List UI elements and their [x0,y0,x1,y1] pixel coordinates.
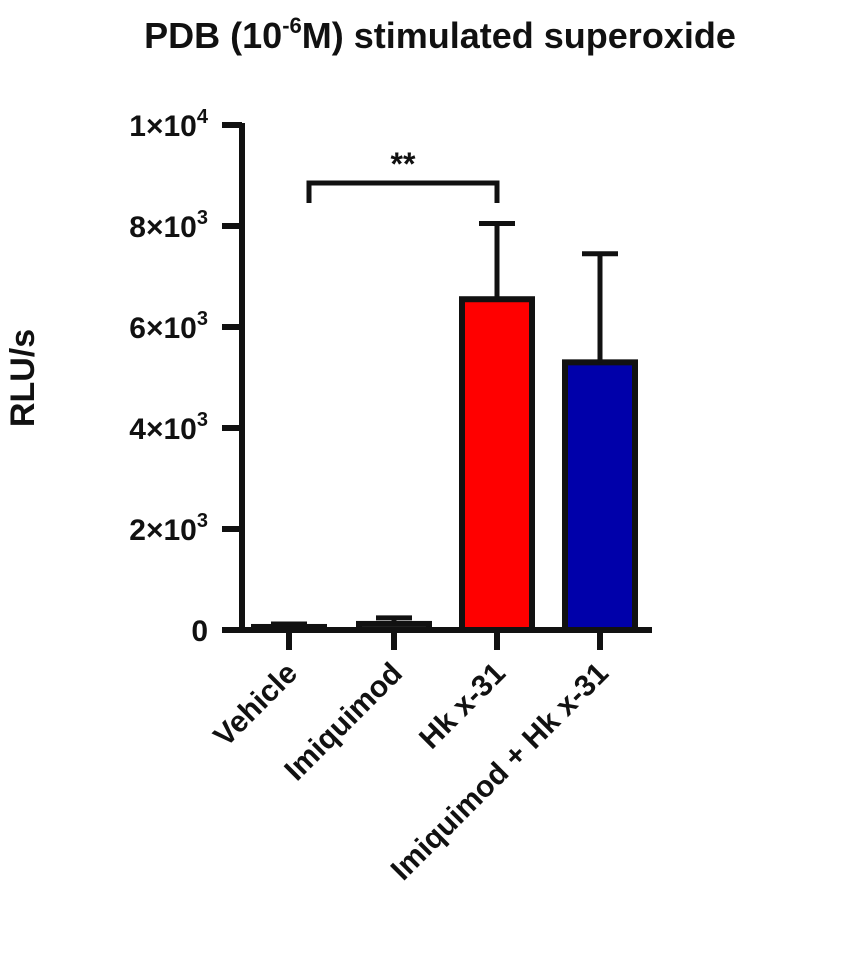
bars [251,220,638,634]
y-tick-mantissa-1: 2×10 [129,514,197,547]
y-axis-label: RLU/s [4,329,42,427]
y-tick-exponent-2: 3 [197,409,208,431]
significance-annotations: ** [306,146,500,203]
y-tick-mantissa-3: 6×10 [129,312,197,345]
y-tick-mantissa-5: 1×10 [129,110,197,143]
chart-title-suffix: M) stimulated superoxide [302,15,736,56]
y-tick-mantissa-4: 8×10 [129,211,197,244]
y-tick-label-1: 2×103 [129,510,208,547]
chart-title: PDB (10-6M) stimulated superoxide [144,13,736,56]
y-tick-label-3: 6×103 [129,308,208,345]
x-tick-label-2: Hk x-31 [413,657,512,756]
bar-1 [356,620,432,634]
bar-0 [251,623,327,633]
bar-2 [459,296,535,633]
chart-title-prefix: PDB (10 [144,15,282,56]
y-tick-label-5: 1×104 [129,106,209,143]
y-tick-label-2: 4×103 [129,409,208,446]
y-tick-exponent-3: 3 [197,308,208,330]
bar-3 [562,359,638,633]
y-tick-mantissa-0: 0 [191,615,208,648]
significance-bracket-0 [306,180,500,203]
y-tick-mantissa-2: 4×10 [129,413,197,446]
y-tick-exponent-5: 4 [197,106,209,128]
y-tick-label-4: 8×103 [129,207,208,244]
y-tick-label-0: 0 [191,615,208,648]
y-tick-exponent-4: 3 [197,207,208,229]
chart-title-superscript: -6 [282,13,302,38]
y-tick-exponent-1: 3 [197,510,208,532]
x-tick-label-0: Vehicle [207,657,303,753]
significance-label-0: ** [391,146,416,182]
